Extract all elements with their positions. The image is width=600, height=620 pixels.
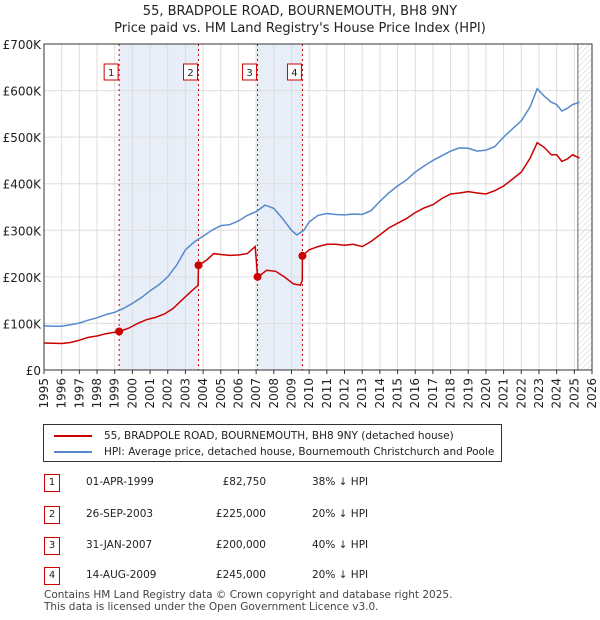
x-tick-label: 1997 xyxy=(72,378,86,409)
x-tick-label: 2004 xyxy=(196,378,210,409)
transaction-number: 1 xyxy=(44,474,60,492)
x-tick-label: 2017 xyxy=(426,378,440,409)
x-tick-label: 2019 xyxy=(461,378,475,409)
y-tick-label: £700K xyxy=(3,38,43,52)
y-tick-label: £400K xyxy=(3,178,43,192)
footer-licence: This data is licensed under the Open Gov… xyxy=(44,601,379,613)
transaction-number: 2 xyxy=(44,506,60,524)
transaction-date: 14-AUG-2009 xyxy=(86,569,157,581)
x-tick-label: 2010 xyxy=(302,378,316,409)
x-tick-label: 1999 xyxy=(108,378,122,409)
shaded-period xyxy=(119,44,199,370)
x-tick-label: 2008 xyxy=(267,378,281,409)
x-tick-label: 2005 xyxy=(214,378,228,409)
transaction-price: £245,000 xyxy=(215,569,266,581)
footer-copyright: Contains HM Land Registry data © Crown c… xyxy=(44,589,453,601)
sale-point xyxy=(298,251,307,260)
x-tick-label: 2007 xyxy=(249,378,263,409)
shaded-period xyxy=(257,44,303,370)
y-tick-label: £0 xyxy=(26,364,41,378)
price-chart: 1995 1996 1997 1998 1999 2000 2001 2002 2003 2004… xyxy=(3,38,599,409)
legend-item-hpi: HPI: Average price, detached house, Bour… xyxy=(54,445,494,459)
x-tick-label: 2003 xyxy=(178,378,192,409)
hpi-line xyxy=(43,87,580,327)
sale-label: 1 xyxy=(108,68,114,79)
x-tick-label: 2015 xyxy=(391,378,405,409)
x-tick-label: 2009 xyxy=(284,378,298,409)
y-tick-label: £100K xyxy=(3,317,43,331)
transaction-date: 01-APR-1999 xyxy=(86,476,154,488)
sale-label-box xyxy=(242,63,258,81)
legend-label-property: 55, BRADPOLE ROAD, BOURNEMOUTH, BH8 9NY … xyxy=(104,430,454,442)
x-tick-label: 2024 xyxy=(550,378,564,409)
y-tick-label: £200K xyxy=(3,271,43,285)
sale-label-box xyxy=(286,63,302,81)
x-tick-label: 2022 xyxy=(514,378,528,409)
chart-title: 55, BRADPOLE ROAD, BOURNEMOUTH, BH8 9NY xyxy=(142,4,458,19)
legend-swatch-hpi xyxy=(54,451,92,453)
x-tick-label: 2023 xyxy=(532,378,546,409)
transaction-hpi-diff: 20% ↓ HPI xyxy=(312,508,369,520)
transaction-date: 26-SEP-2003 xyxy=(86,508,154,520)
x-tick-label: 2006 xyxy=(231,378,245,409)
sale-label-box xyxy=(183,63,199,81)
x-tick-label: 2016 xyxy=(408,378,422,409)
chart-legend: 55, BRADPOLE ROAD, BOURNEMOUTH, BH8 9NY … xyxy=(43,424,502,462)
x-tick-label: 2025 xyxy=(567,378,581,409)
sale-point xyxy=(194,261,203,270)
chart-subtitle: Price paid vs. HM Land Registry's House … xyxy=(114,21,486,36)
sale-label: 4 xyxy=(291,68,297,79)
x-tick-label: 2018 xyxy=(444,378,458,409)
x-tick-label: 2013 xyxy=(355,378,369,409)
transaction-hpi-diff: 40% ↓ HPI xyxy=(312,539,369,551)
sale-point xyxy=(253,272,262,281)
legend-label-hpi: HPI: Average price, detached house, Bour… xyxy=(104,446,495,458)
x-tick-label: 2000 xyxy=(125,378,139,409)
y-tick-label: £300K xyxy=(3,224,43,238)
x-tick-label: 1996 xyxy=(55,378,69,409)
x-tick-label: 1995 xyxy=(37,378,51,409)
sale-label: 2 xyxy=(187,68,193,79)
x-tick-label: 2011 xyxy=(320,378,334,409)
transaction-number: 4 xyxy=(44,567,60,585)
transaction-price: £225,000 xyxy=(215,508,266,520)
sale-point xyxy=(115,327,124,336)
transaction-number: 3 xyxy=(44,537,60,555)
x-tick-label: 2002 xyxy=(161,378,175,409)
plot-border xyxy=(43,43,593,371)
x-tick-label: 2001 xyxy=(143,378,157,409)
forecast-region xyxy=(577,44,592,370)
legend-swatch-property xyxy=(54,435,92,437)
x-tick-label: 1998 xyxy=(90,378,104,409)
x-tick-label: 2026 xyxy=(585,378,599,409)
legend-item-property: 55, BRADPOLE ROAD, BOURNEMOUTH, BH8 9NY … xyxy=(54,429,454,443)
y-tick-label: £500K xyxy=(3,131,43,145)
x-tick-label: 2020 xyxy=(479,378,493,409)
transaction-date: 31-JAN-2007 xyxy=(86,539,153,551)
transaction-price: £200,000 xyxy=(215,539,266,551)
x-tick-label: 2014 xyxy=(373,378,387,409)
sale-label: 3 xyxy=(246,68,252,79)
x-tick-label: 2021 xyxy=(497,378,511,409)
y-tick-label: £600K xyxy=(3,85,43,99)
transaction-hpi-diff: 38% ↓ HPI xyxy=(312,476,369,488)
transaction-price: £82,750 xyxy=(222,476,266,488)
sale-label-box xyxy=(103,63,119,81)
transaction-hpi-diff: 20% ↓ HPI xyxy=(312,569,369,581)
x-tick-label: 2012 xyxy=(338,378,352,409)
